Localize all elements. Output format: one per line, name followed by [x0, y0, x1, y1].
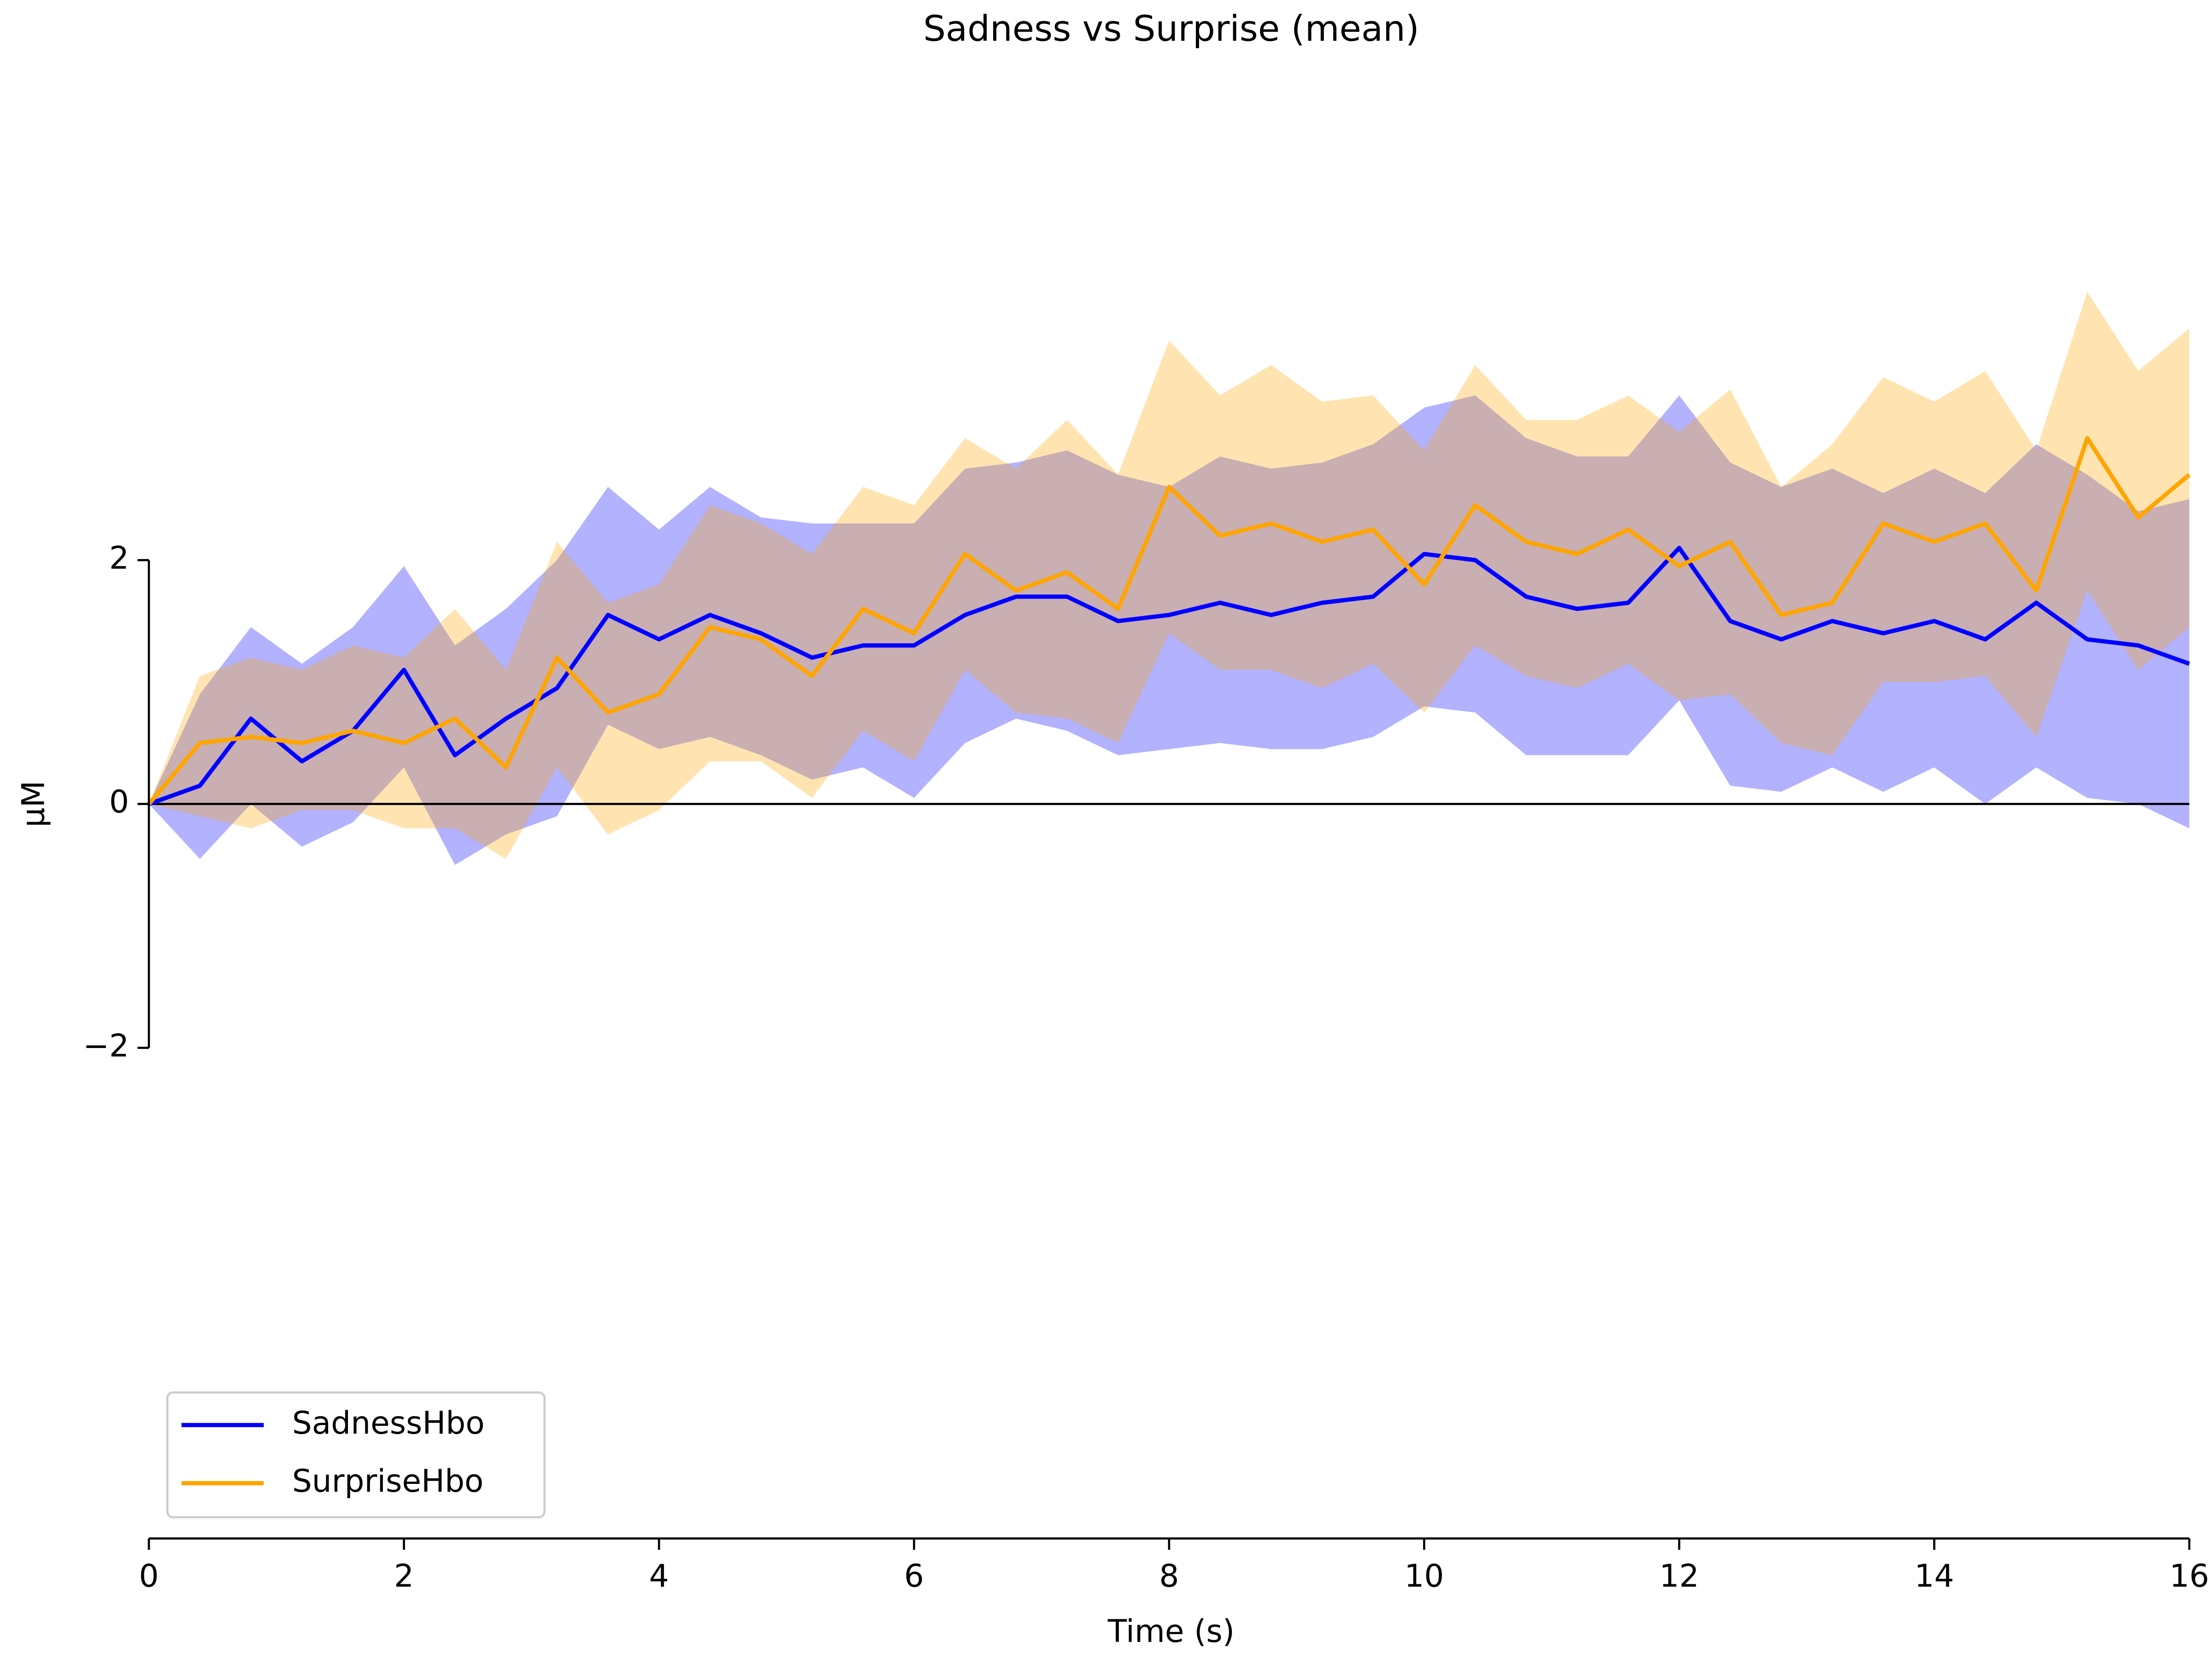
confidence-band: [149, 292, 2189, 859]
x-tick-label: 0: [139, 1558, 159, 1594]
chart-title: Sadness vs Surprise (mean): [923, 9, 1419, 50]
y-tick-label: 0: [109, 783, 129, 820]
x-tick-label: 16: [2170, 1558, 2209, 1594]
x-tick-label: 6: [904, 1558, 924, 1594]
x-tick-label: 4: [649, 1558, 669, 1594]
legend-label: SurpriseHbo: [292, 1463, 483, 1499]
x-tick-label: 12: [1659, 1558, 1699, 1594]
x-tick-label: 8: [1159, 1558, 1179, 1594]
series-line: [148, 546, 2190, 806]
y-tick-label: 2: [109, 540, 129, 576]
y-axis-label: μM: [15, 781, 51, 827]
y-tick-label: −2: [83, 1027, 129, 1064]
x-tick-label: 2: [394, 1558, 414, 1594]
x-tick-label: 14: [1914, 1558, 1954, 1594]
x-tick-label: 10: [1404, 1558, 1444, 1594]
x-axis-label: Time (s): [1107, 1613, 1235, 1649]
confidence-band: [149, 395, 2189, 865]
legend-label: SadnessHbo: [292, 1405, 485, 1441]
series-line: [147, 436, 2191, 806]
